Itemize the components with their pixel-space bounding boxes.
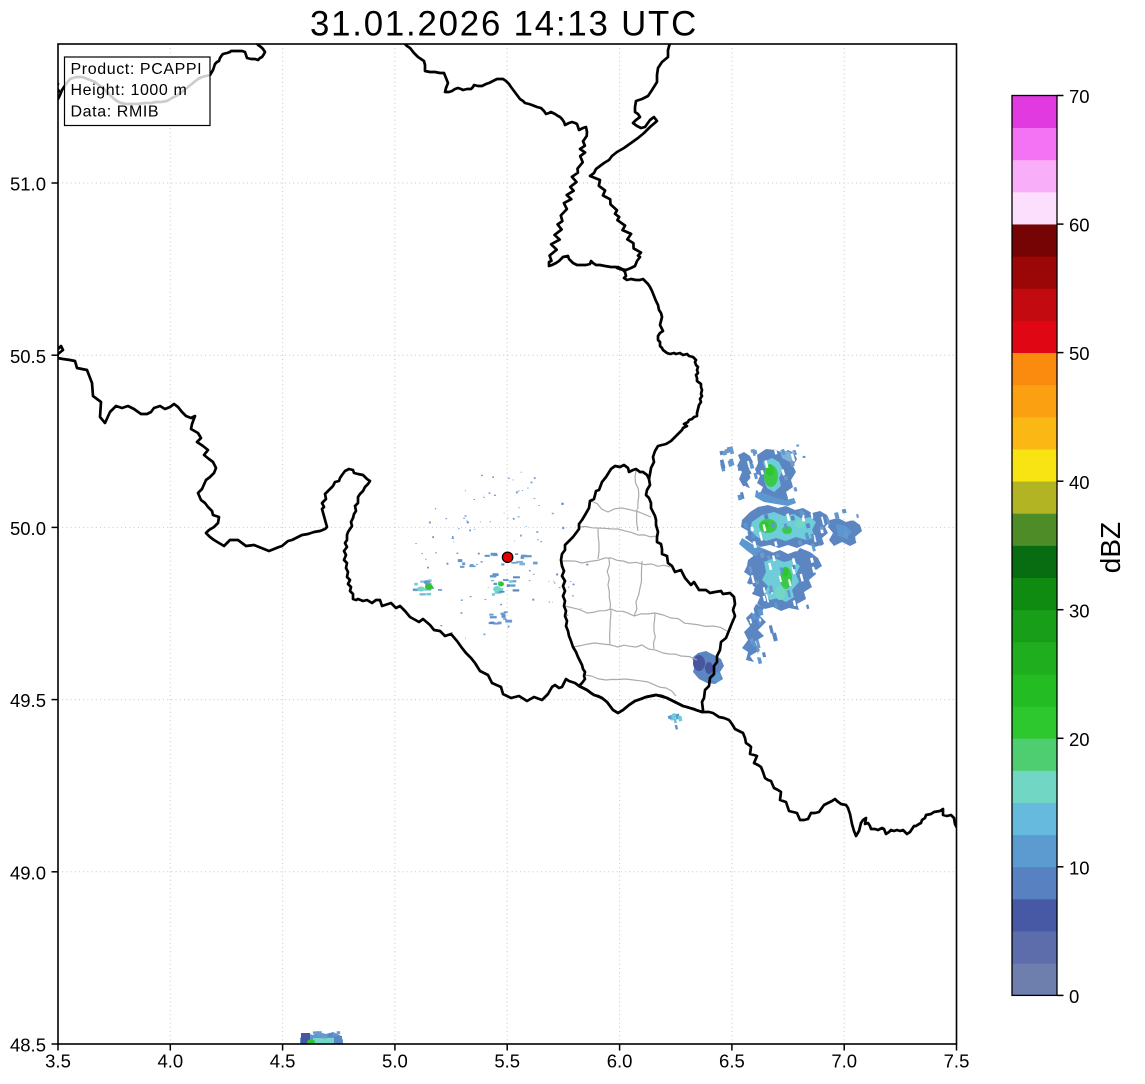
svg-text:6.0: 6.0 — [607, 1050, 633, 1071]
svg-text:4.0: 4.0 — [157, 1050, 183, 1071]
svg-text:48.5: 48.5 — [10, 1035, 46, 1056]
svg-text:7.0: 7.0 — [831, 1050, 857, 1071]
svg-text:Data: RMIB: Data: RMIB — [71, 103, 160, 120]
svg-text:31.01.2026 14:13 UTC: 31.01.2026 14:13 UTC — [310, 5, 698, 44]
svg-text:5.5: 5.5 — [494, 1050, 520, 1071]
svg-text:49.0: 49.0 — [10, 862, 46, 883]
svg-text:51.0: 51.0 — [10, 174, 46, 195]
svg-text:Product: PCAPPI: Product: PCAPPI — [71, 61, 203, 78]
svg-text:4.5: 4.5 — [270, 1050, 296, 1071]
svg-text:70: 70 — [1069, 86, 1090, 107]
svg-text:0: 0 — [1069, 986, 1079, 1007]
svg-text:50: 50 — [1069, 343, 1090, 364]
svg-text:30: 30 — [1069, 600, 1090, 621]
svg-text:60: 60 — [1069, 215, 1090, 236]
svg-text:50.0: 50.0 — [10, 518, 46, 539]
svg-text:20: 20 — [1069, 729, 1090, 750]
svg-text:50.5: 50.5 — [10, 346, 46, 367]
svg-text:3.5: 3.5 — [45, 1050, 71, 1071]
svg-text:Height: 1000 m: Height: 1000 m — [71, 82, 188, 99]
svg-text:7.5: 7.5 — [944, 1050, 970, 1071]
svg-text:10: 10 — [1069, 857, 1090, 878]
svg-text:6.5: 6.5 — [719, 1050, 745, 1071]
svg-text:dBZ: dBZ — [1095, 522, 1126, 573]
svg-text:5.0: 5.0 — [382, 1050, 408, 1071]
svg-text:49.5: 49.5 — [10, 690, 46, 711]
svg-text:40: 40 — [1069, 472, 1090, 493]
